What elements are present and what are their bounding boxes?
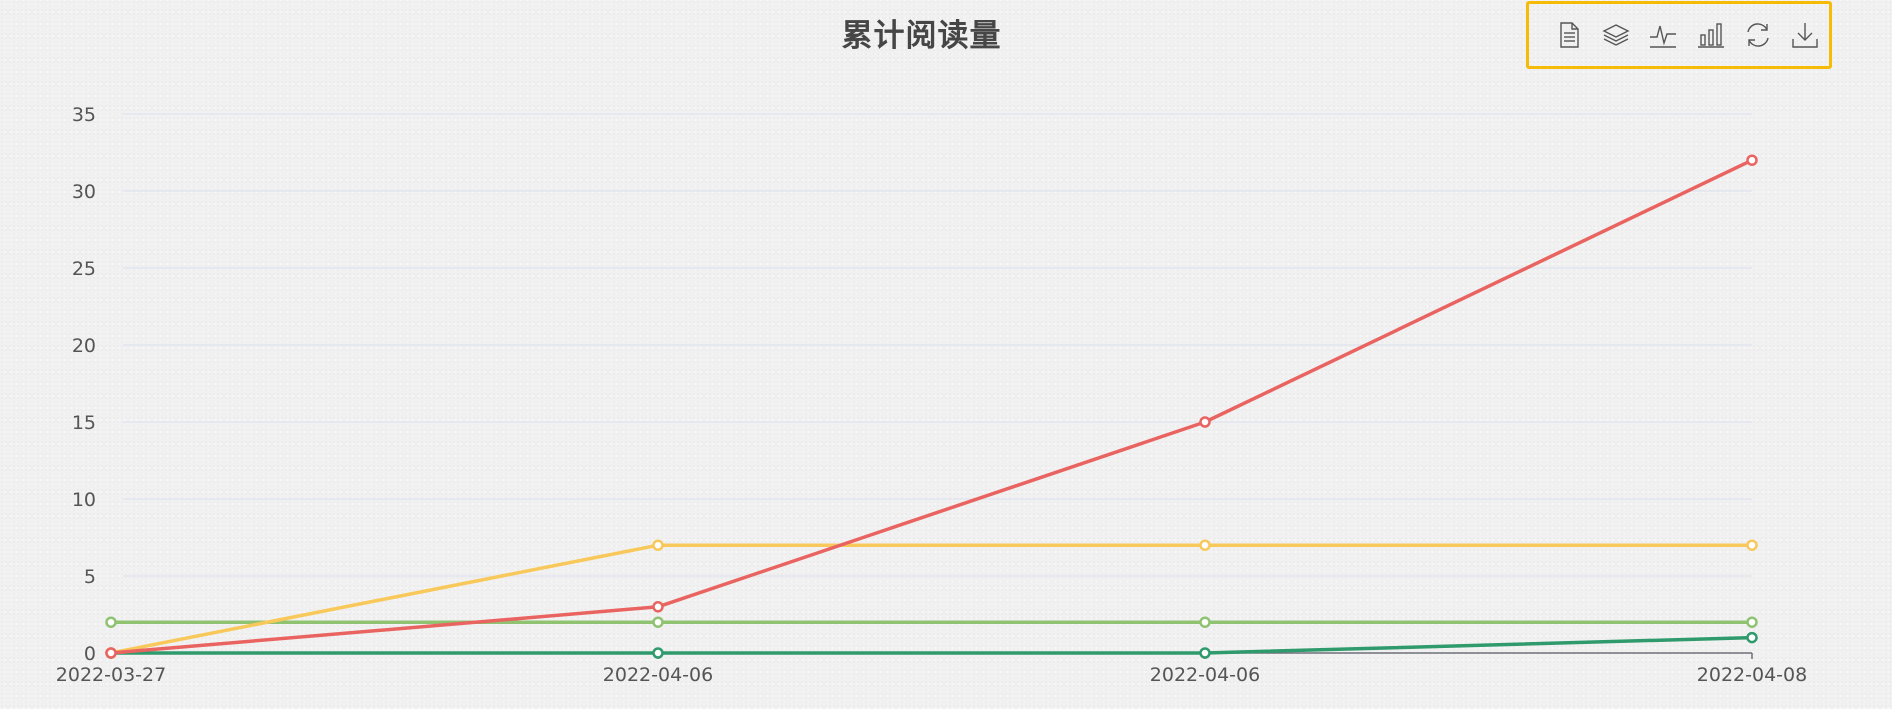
series-line — [111, 545, 1752, 653]
data-point[interactable] — [1201, 418, 1210, 427]
data-point[interactable] — [1748, 618, 1757, 627]
data-point[interactable] — [107, 618, 116, 627]
data-point[interactable] — [1748, 156, 1757, 165]
y-tick-label: 15 — [72, 412, 96, 434]
data-point[interactable] — [1201, 541, 1210, 550]
data-point[interactable] — [1748, 633, 1757, 642]
data-point[interactable] — [654, 602, 663, 611]
series-line — [111, 638, 1752, 653]
x-tick-label: 2022-03-27 — [56, 664, 166, 686]
y-tick-label: 0 — [84, 643, 96, 665]
y-tick-label: 10 — [72, 489, 96, 511]
grid-lines — [123, 114, 1752, 576]
data-point[interactable] — [1748, 541, 1757, 550]
data-point[interactable] — [654, 541, 663, 550]
y-tick-label: 25 — [72, 258, 96, 280]
series-line — [111, 160, 1752, 653]
data-point[interactable] — [1201, 649, 1210, 658]
series-lines — [107, 156, 1757, 658]
data-point[interactable] — [107, 649, 116, 658]
x-tick-label: 2022-04-08 — [1697, 664, 1807, 686]
y-tick-label: 20 — [72, 335, 96, 357]
y-tick-label: 35 — [72, 104, 96, 126]
data-point[interactable] — [654, 618, 663, 627]
y-tick-label: 5 — [84, 566, 96, 588]
data-point[interactable] — [1201, 618, 1210, 627]
x-tick-label: 2022-04-06 — [603, 664, 713, 686]
y-tick-label: 30 — [72, 181, 96, 203]
x-tick-label: 2022-04-06 — [1150, 664, 1260, 686]
data-point[interactable] — [654, 649, 663, 658]
